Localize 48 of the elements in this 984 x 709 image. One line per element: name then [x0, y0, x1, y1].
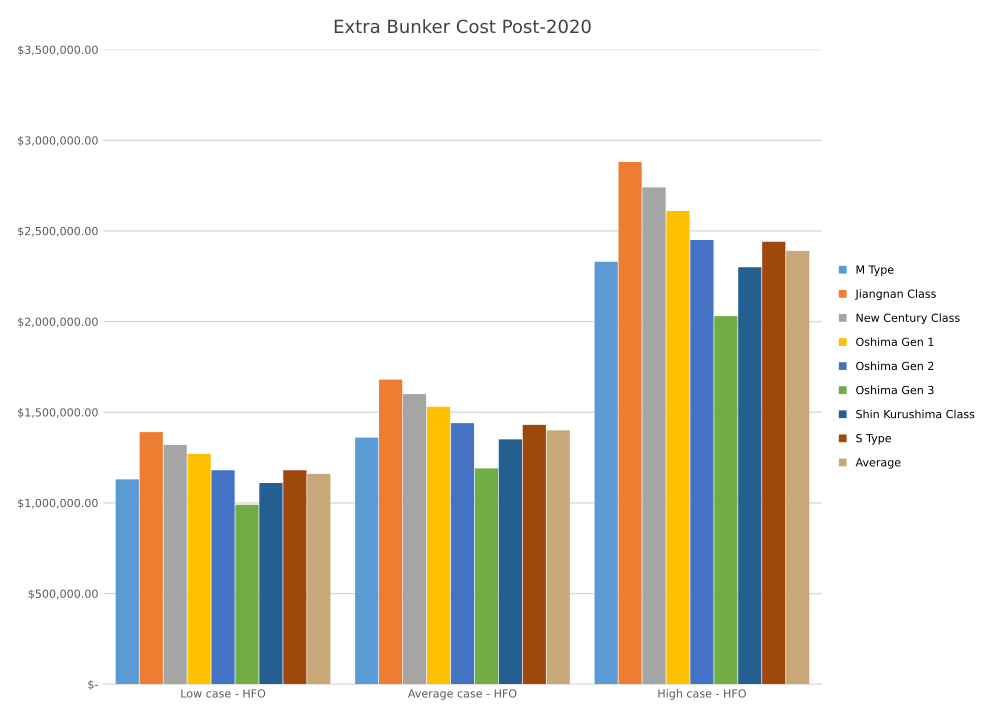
bar [140, 432, 163, 684]
y-tick-label: $2,000,000.00 [18, 317, 98, 328]
legend-label: Average [856, 458, 901, 469]
legend-label: Shin Kurushima Class [856, 410, 974, 418]
bar [546, 430, 570, 684]
y-tick-label: $3,500,000.00 [18, 45, 98, 56]
chart-title: Extra Bunker Cost Post-2020 [334, 19, 591, 34]
bar [450, 423, 474, 684]
bar [498, 439, 522, 684]
bar [594, 262, 618, 684]
bar [618, 162, 642, 684]
bar [259, 482, 283, 684]
bar [402, 394, 426, 684]
bar [762, 242, 786, 684]
y-tick-label: $1,000,000.00 [18, 498, 98, 509]
bar [283, 470, 306, 684]
y-tick-label: $3,000,000.00 [18, 136, 98, 146]
y-tick-label: $500,000.00 [28, 589, 98, 600]
legend-label: Oshima Gen 2 [856, 362, 934, 370]
bar [116, 479, 139, 684]
y-tick-label: $2,500,000.00 [18, 226, 98, 237]
legend-label: Oshima Gen 1 [856, 337, 934, 346]
legend-label: S Type [856, 434, 891, 445]
bar [666, 210, 690, 684]
x-tick-label: High case - HFO [658, 689, 746, 700]
bar [164, 444, 187, 684]
bar [426, 406, 450, 684]
x-tick-label: Low case - HFO [181, 689, 266, 698]
bar [786, 250, 810, 684]
bar [235, 504, 259, 684]
bar [187, 454, 211, 684]
bar [690, 240, 714, 684]
legend-label: Oshima Gen 3 [856, 386, 934, 394]
bar [738, 267, 762, 684]
x-tick-label: Average case - HFO [408, 689, 516, 700]
legend-label: New Century Class [856, 313, 960, 324]
y-tick-label: $- [88, 680, 98, 690]
bar [307, 474, 330, 684]
legend-label: M Type [856, 266, 894, 276]
bar [714, 316, 738, 684]
bar [474, 468, 498, 684]
y-tick-label: $1,500,000.00 [18, 408, 98, 418]
bar [379, 380, 402, 684]
bar [355, 438, 378, 684]
bar [211, 470, 235, 684]
bar [522, 424, 546, 684]
bar [642, 187, 666, 684]
legend-label: Jiangnan Class [854, 289, 936, 300]
